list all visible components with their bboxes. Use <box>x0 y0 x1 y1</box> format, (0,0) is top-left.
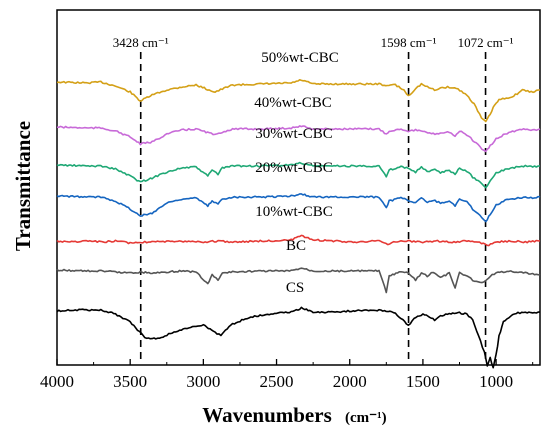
series-line-40%wt-CBC <box>56 125 541 153</box>
reference-label-1072: 1072 cm⁻¹ <box>458 35 514 50</box>
reference-label-1598: 1598 cm⁻¹ <box>381 35 437 50</box>
x-tick-label-2500: 2500 <box>260 372 294 391</box>
x-tick-label-2000: 2000 <box>333 372 367 391</box>
series-label-BC: BC <box>286 238 306 254</box>
x-axis-title-group: Wavenumbers (cm⁻¹) <box>202 403 386 427</box>
series-line-CS <box>56 306 541 369</box>
plot-area: 4000 3500 3000 2500 2000 1500 1000 3428 cm⁻¹ 159… <box>40 9 541 391</box>
x-tick-label-1000: 1000 <box>479 372 513 391</box>
series-label-CS: CS <box>286 280 304 296</box>
series-label-30%wt-CBC: 30%wt-CBC <box>255 126 333 142</box>
x-tick-label-1500: 1500 <box>406 372 440 391</box>
x-tick-label-4000: 4000 <box>40 372 74 391</box>
series-line-50%wt-CBC <box>56 79 540 123</box>
x-tick-label-3000: 3000 <box>186 372 220 391</box>
series-label-10%wt-CBC: 10%wt-CBC <box>255 204 333 220</box>
series-line-20%wt-CBC <box>56 193 541 223</box>
series-label-40%wt-CBC: 40%wt-CBC <box>254 95 332 111</box>
x-axis-unit: (cm⁻¹) <box>345 410 387 426</box>
x-tick-label-3500: 3500 <box>113 372 147 391</box>
y-axis-title: Transmittance <box>11 121 35 251</box>
series-label-50%wt-CBC: 50%wt-CBC <box>261 50 339 66</box>
plot-frame <box>56 9 541 366</box>
x-axis-title: Wavenumbers <box>202 403 332 427</box>
reference-label-3428: 3428 cm⁻¹ <box>113 35 169 50</box>
series-label-20%wt-CBC: 20%wt-CBC <box>255 160 333 176</box>
series-line-10%wt-CBC <box>56 234 541 247</box>
series-line-30%wt-CBC <box>56 161 540 189</box>
series-line-BC <box>56 267 541 294</box>
